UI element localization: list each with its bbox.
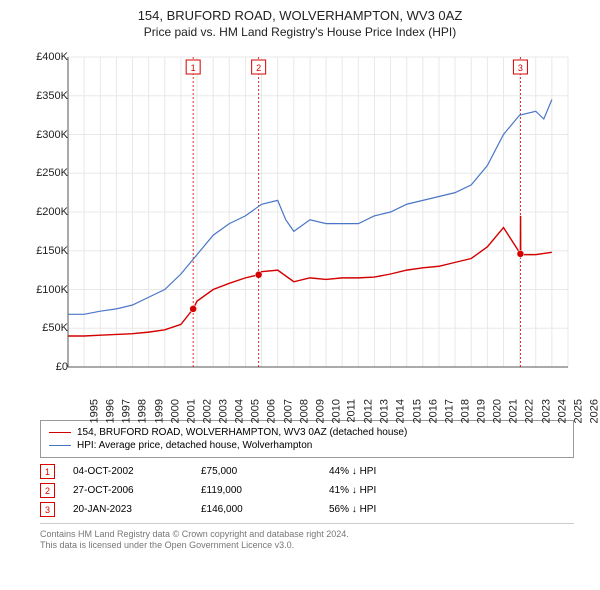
x-tick-label: 2015: [411, 399, 423, 423]
event-delta: 56% ↓ HPI: [329, 504, 459, 515]
footer-line1: Contains HM Land Registry data © Crown c…: [40, 529, 574, 539]
x-tick-label: 2010: [330, 399, 342, 423]
x-tick-label: 2013: [379, 399, 391, 423]
x-tick-label: 2006: [266, 399, 278, 423]
x-tick-label: 2022: [524, 399, 536, 423]
legend-label: 154, BRUFORD ROAD, WOLVERHAMPTON, WV3 0A…: [77, 427, 407, 438]
event-date: 27-OCT-2006: [73, 485, 183, 496]
x-tick-label: 2001: [185, 399, 197, 423]
y-tick-label: £300K: [20, 129, 68, 141]
x-tick-label: 2000: [169, 399, 181, 423]
legend-label: HPI: Average price, detached house, Wolv…: [77, 440, 312, 451]
x-tick-label: 2019: [476, 399, 488, 423]
x-tick-label: 2014: [395, 399, 407, 423]
x-tick-label: 2020: [492, 399, 504, 423]
chart-container: 154, BRUFORD ROAD, WOLVERHAMPTON, WV3 0A…: [0, 0, 600, 590]
event-row: 3 20-JAN-2023 £146,000 56% ↓ HPI: [40, 502, 574, 517]
x-tick-label: 2017: [443, 399, 455, 423]
legend: 154, BRUFORD ROAD, WOLVERHAMPTON, WV3 0A…: [40, 420, 574, 458]
event-price: £146,000: [201, 504, 311, 515]
x-tick-label: 2024: [556, 399, 568, 423]
legend-swatch: [49, 432, 71, 433]
event-row: 1 04-OCT-2002 £75,000 44% ↓ HPI: [40, 464, 574, 479]
x-tick-label: 1997: [121, 399, 133, 423]
legend-item: HPI: Average price, detached house, Wolv…: [49, 440, 565, 451]
x-tick-label: 1999: [153, 399, 165, 423]
x-tick-label: 2002: [201, 399, 213, 423]
y-tick-label: £250K: [20, 167, 68, 179]
x-tick-label: 2025: [572, 399, 584, 423]
events-table: 1 04-OCT-2002 £75,000 44% ↓ HPI 2 27-OCT-2006…: [40, 464, 574, 517]
footer: Contains HM Land Registry data © Crown c…: [40, 523, 574, 550]
y-tick-label: £350K: [20, 90, 68, 102]
y-tick-label: £400K: [20, 51, 68, 63]
x-tick-label: 2004: [234, 399, 246, 423]
y-tick-label: £150K: [20, 245, 68, 257]
legend-item: 154, BRUFORD ROAD, WOLVERHAMPTON, WV3 0A…: [49, 427, 565, 438]
x-tick-label: 2005: [250, 399, 262, 423]
event-price: £119,000: [201, 485, 311, 496]
y-tick-label: £100K: [20, 284, 68, 296]
page-subtitle: Price paid vs. HM Land Registry's House …: [10, 25, 590, 39]
x-tick-label: 2012: [363, 399, 375, 423]
x-tick-label: 2018: [459, 399, 471, 423]
event-date: 20-JAN-2023: [73, 504, 183, 515]
line-chart: 1 2 3: [20, 47, 580, 412]
y-tick-label: £200K: [20, 206, 68, 218]
event-date: 04-OCT-2002: [73, 466, 183, 477]
x-tick-label: 2008: [298, 399, 310, 423]
x-tick-label: 1998: [137, 399, 149, 423]
event-delta: 41% ↓ HPI: [329, 485, 459, 496]
x-tick-label: 2026: [588, 399, 600, 423]
event-number: 2: [40, 483, 55, 498]
event-delta: 44% ↓ HPI: [329, 466, 459, 477]
svg-text:1: 1: [191, 63, 196, 73]
x-tick-label: 2016: [427, 399, 439, 423]
y-tick-label: £0: [20, 361, 68, 373]
x-tick-label: 2021: [508, 399, 520, 423]
x-tick-label: 1995: [88, 399, 100, 423]
x-tick-label: 2009: [314, 399, 326, 423]
x-tick-label: 2007: [282, 399, 294, 423]
event-price: £75,000: [201, 466, 311, 477]
event-number: 3: [40, 502, 55, 517]
x-tick-label: 2023: [540, 399, 552, 423]
x-tick-label: 1996: [105, 399, 117, 423]
legend-swatch: [49, 445, 71, 446]
event-number: 1: [40, 464, 55, 479]
x-tick-label: 2011: [346, 399, 358, 423]
chart-area: 1 2 3 £0 £50K £100K £150K £200K £250K £300K £350K…: [20, 47, 580, 412]
x-tick-label: 2003: [218, 399, 230, 423]
event-row: 2 27-OCT-2006 £119,000 41% ↓ HPI: [40, 483, 574, 498]
page-title: 154, BRUFORD ROAD, WOLVERHAMPTON, WV3 0A…: [10, 8, 590, 23]
svg-text:2: 2: [256, 63, 261, 73]
footer-line2: This data is licensed under the Open Gov…: [40, 540, 574, 550]
y-tick-label: £50K: [20, 322, 68, 334]
svg-text:3: 3: [518, 63, 523, 73]
